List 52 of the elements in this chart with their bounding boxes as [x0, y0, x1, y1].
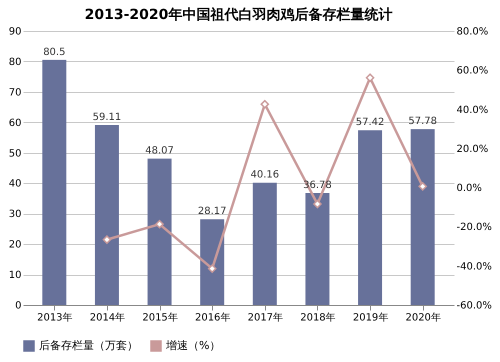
bar — [94, 125, 119, 305]
point — [418, 182, 427, 191]
data-label: 28.17 — [198, 206, 227, 218]
y2-tick-label: 80.0% — [456, 26, 488, 38]
y-tick-label: 70 — [8, 87, 22, 98]
point — [208, 264, 216, 273]
data-label: 80.5 — [43, 46, 66, 58]
legend-label: 后备存栏量（万套） — [39, 339, 138, 352]
data-label: 59.11 — [92, 112, 122, 124]
y-tick-label: 10 — [8, 270, 22, 282]
y2-tick-label: -20.0% — [456, 222, 492, 234]
y-tick-label: 60 — [8, 118, 22, 129]
y2-tick-label: 0.0% — [456, 183, 482, 194]
bar — [42, 60, 66, 305]
data-label: 40.16 — [250, 170, 280, 181]
chart-title: 2013-2020年中国祖代白羽肉鸡后备存栏量统计 — [84, 6, 392, 23]
x-tick-label: 2017年 — [248, 312, 284, 324]
x-tick-label: 2019年 — [352, 312, 388, 324]
point — [313, 200, 322, 208]
data-label: 57.78 — [408, 116, 438, 128]
point — [155, 220, 164, 228]
y2-tick-label: 40.0% — [456, 104, 488, 116]
bar — [200, 219, 224, 305]
point — [366, 73, 374, 82]
y-tick-label: 20 — [8, 240, 22, 251]
y2-tick-label: -60.0% — [456, 300, 492, 312]
y-tick-label: 0 — [15, 300, 22, 312]
y-tick-label: 50 — [8, 148, 22, 160]
legend-label: 增速（%） — [165, 339, 220, 352]
bar — [410, 129, 435, 305]
x-tick-label: 2018年 — [300, 312, 336, 324]
x-tick-label: 2014年 — [90, 312, 126, 324]
data-label: 57.42 — [356, 117, 384, 128]
point — [102, 235, 112, 244]
y2-tick-label: 60.0% — [456, 66, 488, 77]
data-label: 36.78 — [303, 180, 332, 192]
x-tick-label: 2020年 — [405, 312, 441, 324]
y2-tick-label: 20.0% — [456, 144, 488, 155]
data-label: 48.07 — [145, 146, 174, 157]
y2-tick-label: -40.0% — [456, 261, 492, 272]
point — [260, 100, 270, 108]
bar — [252, 182, 277, 305]
bar — [358, 130, 382, 305]
y-tick-label: 90 — [8, 26, 22, 38]
bar — [305, 193, 330, 305]
x-tick-label: 2013年 — [37, 312, 73, 324]
y-tick-label: 30 — [8, 209, 22, 220]
x-tick-label: 2015年 — [142, 312, 178, 324]
x-tick-label: 2016年 — [194, 312, 230, 324]
y-tick-label: 80 — [8, 56, 22, 68]
y-tick-label: 40 — [8, 178, 22, 190]
bar — [148, 158, 172, 305]
